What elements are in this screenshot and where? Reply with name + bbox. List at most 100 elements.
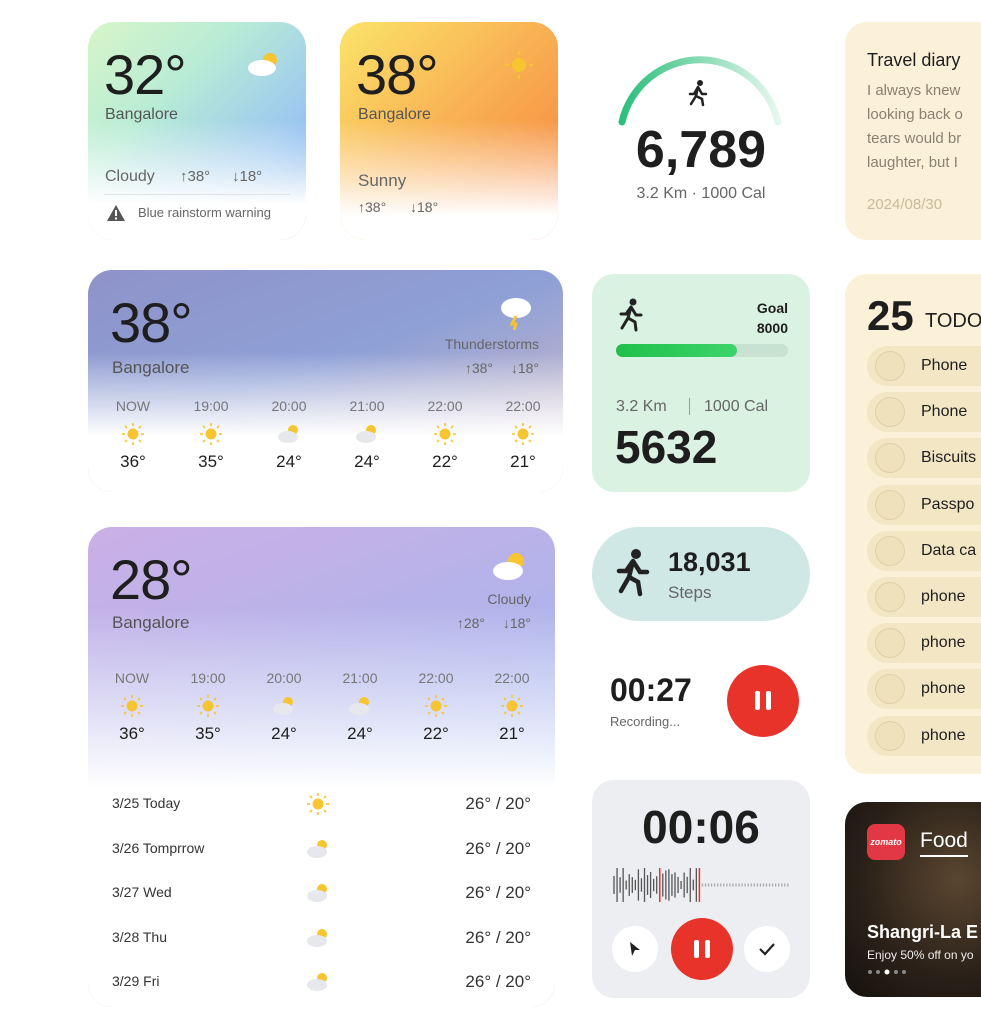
marker-icon: [630, 942, 640, 956]
divider: [104, 194, 290, 195]
voice-recorder-card: 00:06: [592, 780, 810, 998]
icon-part: [307, 934, 327, 947]
todo-checkbox[interactable]: [875, 582, 905, 612]
icon-part: [436, 425, 440, 429]
icon-part: [216, 425, 220, 429]
icon-part: [202, 700, 214, 712]
icon-part: [528, 425, 532, 429]
icon-part: [205, 428, 217, 440]
pause-button[interactable]: [727, 665, 799, 737]
hour-time: NOW: [114, 670, 150, 686]
sun-icon: [434, 423, 456, 445]
icon-part: [503, 711, 507, 715]
weather-card: 32° Bangalore Cloudy ↑38° ↓18° Blue rain…: [88, 22, 306, 240]
todo-checkbox[interactable]: [875, 443, 905, 474]
goal-value: 8000: [756, 320, 788, 336]
condition: Sunny: [358, 171, 407, 190]
high: ↑38°: [358, 199, 387, 215]
todo-checkbox[interactable]: [875, 397, 905, 428]
todo-label: TODO: [925, 310, 981, 332]
hour-time: 20:00: [271, 398, 307, 414]
day-label: 3/26 Tomprrow: [112, 839, 205, 856]
weather-icon: [493, 553, 524, 580]
todo-item: Biscuits: [921, 449, 977, 467]
hour-temp: 24°: [271, 724, 297, 743]
todo-checkbox[interactable]: [875, 489, 905, 520]
todo-checkbox[interactable]: [875, 535, 905, 566]
cloud-icon: [307, 928, 327, 947]
icon-part: [528, 439, 532, 443]
icon-part: [503, 697, 507, 701]
todo-item: Phone: [921, 403, 968, 421]
sun-icon: [121, 695, 143, 717]
todo-checkbox[interactable]: [875, 628, 905, 659]
icon-part: [137, 711, 141, 715]
icon-part: [323, 795, 327, 799]
cloud-icon: [349, 697, 369, 715]
pause-bar: [705, 940, 710, 958]
sun-icon: [122, 423, 144, 445]
icon-part: [450, 439, 454, 443]
todo-checkbox[interactable]: [875, 351, 905, 381]
icon-part: [124, 425, 128, 429]
weather-icon: [248, 53, 277, 76]
diary-title: Travel diary: [867, 50, 961, 70]
icon-part: [123, 711, 127, 715]
icon-part: [430, 700, 442, 712]
todo-checkbox[interactable]: [875, 674, 905, 705]
icon-part: [427, 697, 431, 701]
cloud-icon: [307, 973, 327, 991]
warning: Blue rainstorm warning: [138, 205, 271, 220]
icon-part: [309, 809, 313, 813]
icon-part: [307, 793, 329, 815]
distance: 3.2 Km: [616, 398, 667, 415]
diary-line: laughter, but I: [867, 154, 958, 171]
hour-time: 21:00: [349, 398, 385, 414]
recording-widget: 00:27 Recording...: [592, 650, 810, 755]
icon-part: [213, 711, 217, 715]
sun-icon: [200, 423, 222, 445]
done-button[interactable]: [744, 926, 790, 972]
warning-icon: [107, 205, 125, 221]
condition: Cloudy: [487, 591, 531, 607]
icon-part: [307, 979, 327, 991]
weather-card: 28° Bangalore Cloudy ↑28° ↓18° NOW 36° 19:…: [88, 527, 555, 1007]
icon-part: [441, 697, 445, 701]
step-count: 18,031: [668, 547, 751, 577]
icon-part: [199, 697, 203, 701]
icon-part: [123, 697, 127, 701]
icon-part: [436, 439, 440, 443]
sun-icon: [197, 695, 219, 717]
recording-status: Recording...: [610, 714, 681, 729]
icon-part: [307, 890, 327, 902]
cloud-icon: [307, 884, 327, 902]
recording-time: 00:27: [610, 672, 692, 708]
runner-icon: [619, 298, 643, 332]
diary-line: looking back o: [867, 106, 963, 123]
weather-icon: [501, 298, 531, 330]
weather-card: 38° Bangalore Thunderstorms ↑38° ↓18° NO…: [88, 270, 563, 492]
icon-part: [506, 700, 518, 712]
check-icon: [759, 943, 775, 956]
hour-temp: 21°: [499, 724, 525, 743]
day-label: 3/27 Wed: [112, 884, 172, 900]
icon-part: [124, 439, 128, 443]
icon-part: [309, 795, 313, 799]
low: ↓18°: [232, 168, 263, 185]
marker-button[interactable]: [612, 926, 658, 972]
fade: [340, 120, 558, 240]
icon-part: [439, 428, 451, 440]
hour-temp: 22°: [432, 452, 458, 471]
icon-part: [356, 431, 376, 443]
icon-part: [278, 431, 298, 443]
todo-item: Passpo: [921, 495, 975, 513]
day-range: 26° / 20°: [465, 838, 531, 858]
progress-fill: [616, 344, 738, 357]
pause-button[interactable]: [671, 918, 733, 980]
todo-checkbox[interactable]: [875, 720, 905, 751]
voice-time: 00:06: [642, 801, 760, 853]
todo-item: Phone: [921, 357, 968, 374]
brand-logo: zomato: [867, 824, 905, 860]
pause-bar: [755, 691, 760, 710]
hour-temp: 24°: [276, 452, 302, 471]
